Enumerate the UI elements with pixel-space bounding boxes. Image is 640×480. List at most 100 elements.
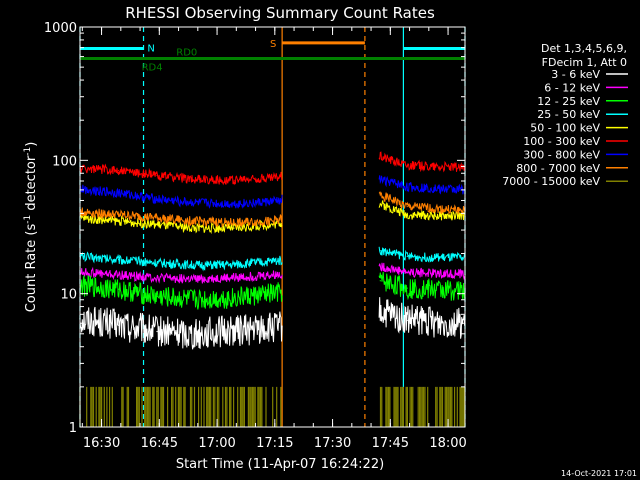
- series-point-3: [194, 333, 197, 335]
- x-tick-label-2: 17:00: [198, 436, 235, 451]
- series-point-3: [194, 202, 197, 204]
- series-point-2: [156, 223, 158, 226]
- x-tick-label-3: 17:15: [256, 436, 293, 451]
- series-point-5: [271, 293, 274, 295]
- series-point-4: [233, 264, 235, 266]
- series-point-4: [233, 227, 235, 229]
- rd4-label: RD4: [142, 63, 163, 74]
- series-point-1: [117, 274, 120, 276]
- series-point-2: [156, 276, 158, 279]
- series-point-3: [194, 299, 197, 301]
- series-line: [79, 151, 466, 186]
- series-50-100-keV-group: [79, 200, 466, 235]
- series-point-5: [271, 327, 274, 329]
- x-tick-label-6: 18:00: [429, 436, 466, 451]
- legend-header-line-2: FDecim 1, Att 0: [542, 56, 627, 69]
- series-line: [79, 175, 465, 209]
- footer-date: 14-Oct-2021 17:01: [561, 469, 637, 478]
- series-point-5: [271, 177, 274, 179]
- series-point-7: [406, 287, 408, 289]
- series-point-1: [117, 220, 120, 222]
- series-line: [79, 262, 466, 284]
- series-point-4: [233, 276, 235, 279]
- series-point-4: [233, 297, 235, 299]
- series-point-5: [271, 260, 274, 262]
- series-point-1: [117, 214, 120, 216]
- series-point-7: [406, 319, 408, 322]
- series-point-2: [156, 330, 158, 333]
- series-point-7: [406, 205, 408, 208]
- x-tick-label-5: 17:45: [372, 436, 409, 451]
- series-point-5: [271, 223, 274, 226]
- y-tick-label-0: 1: [69, 421, 77, 436]
- rd0-label: RD0: [176, 48, 197, 59]
- series-point-5: [271, 274, 274, 276]
- series-point-2: [156, 262, 158, 264]
- series-point-6: [379, 155, 381, 157]
- series-line: [79, 297, 466, 350]
- legend-label-7: 800 - 7000 keV: [516, 162, 600, 175]
- series-point-3: [194, 264, 197, 266]
- plot-area: N S RD0 RD4 16:30 16:45 17:00 17:15 17:30 17:45 18…: [44, 21, 467, 451]
- series-point-6: [379, 178, 381, 180]
- legend-label-4: 50 - 100 keV: [530, 122, 600, 135]
- series-point-2: [156, 198, 158, 200]
- series-point-6: [379, 280, 381, 282]
- series-point-2: [156, 296, 158, 298]
- series-line: [79, 200, 465, 235]
- y-tick-label-3: 1000: [44, 21, 77, 36]
- series-point-7: [406, 164, 408, 166]
- series-3-6-keV-group: [79, 297, 466, 350]
- plot-frame: [79, 26, 466, 428]
- series-25-50-keV-group: [79, 246, 466, 272]
- series-point-1: [117, 169, 120, 172]
- legend-label-1: 6 - 12 keV: [544, 81, 600, 94]
- s-flag-label: S: [270, 39, 276, 50]
- series-point-2: [156, 217, 158, 219]
- series-point-4: [233, 203, 235, 205]
- legend-header-line-1: Det 1,3,4,5,6,9,: [541, 42, 627, 55]
- series-point-1: [117, 192, 120, 194]
- series-point-6: [379, 312, 381, 314]
- series-point-3: [194, 227, 197, 229]
- series-line: [79, 246, 466, 272]
- series-line: [79, 271, 466, 310]
- series-7000-15000-keV-group: [79, 386, 465, 427]
- series-point-1: [117, 288, 120, 290]
- series-point-7: [406, 186, 408, 188]
- series-point-6: [379, 265, 381, 268]
- legend-label-6: 300 - 800 keV: [523, 148, 600, 161]
- series-point-5: [271, 220, 274, 222]
- series-point-7: [406, 255, 408, 258]
- x-axis-label: Start Time (11-Apr-07 16:24:22): [176, 457, 384, 472]
- series-point-7: [406, 271, 408, 273]
- x-tick-label-4: 17:30: [314, 436, 351, 451]
- series-point-1: [117, 324, 120, 326]
- series-point-4: [233, 222, 235, 224]
- series-point-2: [156, 174, 158, 177]
- x-tick-label-0: 16:30: [83, 436, 120, 451]
- series-point-1: [117, 259, 120, 261]
- series-point-4: [233, 179, 235, 181]
- series-line: [79, 191, 466, 229]
- y-tick-label-2: 100: [52, 154, 77, 169]
- series-800-7000-keV-group: [79, 191, 466, 229]
- y-axis-label: Count Rate (s-1 detector-1): [23, 142, 39, 313]
- series-point-6: [379, 194, 381, 196]
- legend-label-3: 25 - 50 keV: [537, 108, 600, 121]
- series-point-3: [194, 178, 197, 180]
- series-point-3: [194, 278, 197, 280]
- legend: Det 1,3,4,5,6,9, FDecim 1, Att 0 3 - 6 k…: [502, 42, 628, 188]
- series-300-800-keV-group: [79, 175, 466, 209]
- legend-label-2: 12 - 25 keV: [537, 95, 600, 108]
- n-flag-label: N: [147, 43, 154, 54]
- legend-label-8: 7000 - 15000 keV: [502, 175, 600, 188]
- series-100-300-keV-group: [79, 151, 466, 186]
- series-point-5: [271, 201, 274, 203]
- series-line: [79, 386, 465, 427]
- series-point-4: [233, 329, 235, 332]
- series-point-6: [379, 203, 381, 205]
- series-12-25-keV-group: [79, 271, 466, 310]
